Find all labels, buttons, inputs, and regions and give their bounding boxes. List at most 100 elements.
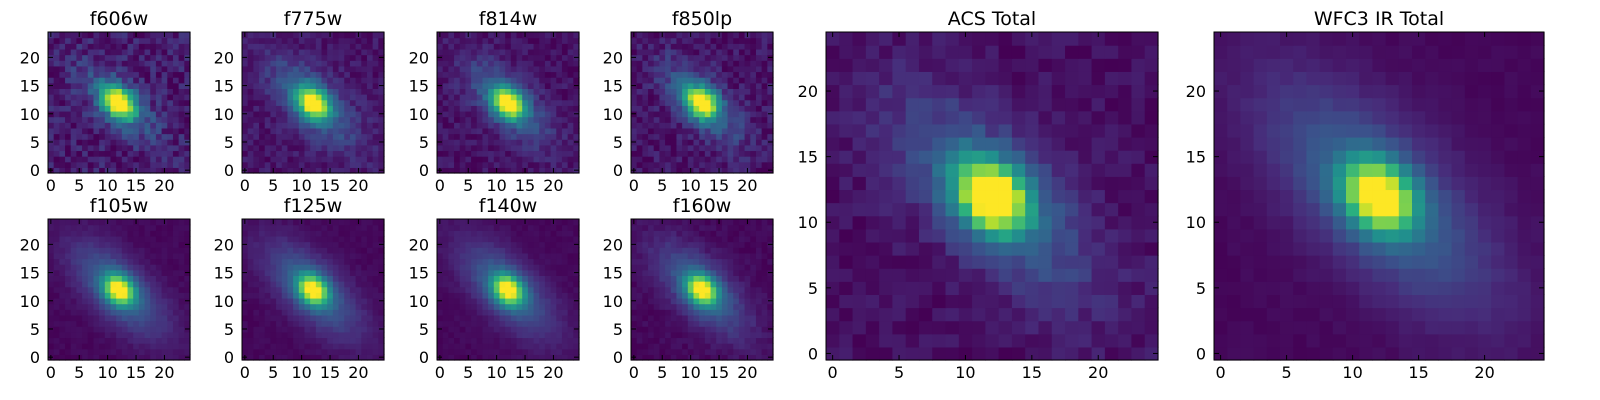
heatmap-cell — [693, 343, 700, 350]
heatmap-cell — [281, 82, 289, 89]
heatmap-cell — [144, 48, 151, 56]
heatmap-cell — [121, 94, 129, 101]
heatmap-cell — [70, 275, 77, 282]
heatmap-cell — [264, 156, 271, 163]
heatmap-cell — [310, 110, 317, 118]
heatmap-cell — [665, 60, 672, 67]
heatmap-cell — [338, 252, 345, 260]
heatmap-cell — [53, 48, 60, 56]
heatmap-cell — [344, 88, 351, 95]
heatmap-cell — [704, 94, 712, 101]
heatmap-cell — [144, 281, 151, 288]
heatmap-cell — [448, 281, 455, 288]
heatmap-cell — [172, 343, 180, 350]
heatmap-cell — [48, 161, 55, 168]
heatmap-cell — [264, 303, 271, 310]
heatmap-cell — [539, 303, 546, 310]
heatmap-cell — [121, 348, 129, 355]
heatmap-cell — [471, 286, 478, 293]
heatmap-cell — [315, 110, 323, 118]
heatmap-cell — [355, 343, 362, 350]
heatmap-cell — [665, 303, 672, 310]
heatmap-cell — [138, 275, 146, 282]
y-tick-label: 0 — [419, 161, 429, 180]
heatmap-cell — [127, 77, 134, 84]
heatmap-cell — [476, 314, 484, 322]
heatmap-cell — [327, 320, 334, 327]
heatmap-cell — [556, 219, 563, 226]
heatmap-cell — [127, 269, 134, 276]
axes-frame — [436, 31, 580, 174]
x-tick-label: 5 — [74, 363, 84, 382]
heatmap-cell — [281, 275, 289, 282]
heatmap-cell — [488, 219, 495, 226]
heatmap-cell — [721, 82, 729, 89]
heatmap-cell — [133, 275, 140, 282]
heatmap-cell — [53, 37, 60, 44]
heatmap-cell — [659, 309, 666, 316]
heatmap-cell — [544, 320, 552, 327]
heatmap-cell — [361, 219, 368, 226]
heatmap-cell — [172, 82, 180, 89]
heatmap-cell — [459, 54, 466, 61]
heatmap-cell — [682, 144, 689, 152]
heatmap-cell — [338, 139, 345, 146]
heatmap-cell — [293, 275, 300, 282]
heatmap-cell — [82, 88, 89, 95]
heatmap-cell — [488, 88, 495, 95]
heatmap-cell — [699, 292, 706, 299]
heatmap-cell — [87, 348, 95, 355]
heatmap-cell — [82, 320, 89, 327]
heatmap-cell — [70, 82, 77, 89]
heatmap-cell — [264, 292, 271, 299]
heatmap-cell — [332, 150, 340, 157]
heatmap-cell — [281, 314, 289, 322]
heatmap-cell — [65, 303, 72, 310]
heatmap-cell — [699, 71, 706, 78]
heatmap-cell — [459, 127, 466, 135]
heatmap-cell — [471, 281, 478, 288]
heatmap-cell — [270, 99, 277, 106]
heatmap-cell — [755, 292, 763, 299]
heatmap-cell — [349, 94, 357, 101]
heatmap-cell — [499, 161, 506, 168]
heatmap-cell — [167, 43, 174, 50]
heatmap-cell — [516, 32, 523, 39]
heatmap-cell — [167, 241, 174, 248]
heatmap-cell — [454, 303, 461, 310]
heatmap-cell — [471, 264, 478, 271]
heatmap-cell — [716, 297, 723, 305]
heatmap-cell — [527, 281, 535, 288]
heatmap-cell — [437, 127, 444, 135]
heatmap-cell — [150, 264, 157, 271]
heatmap-cell — [304, 161, 311, 168]
heatmap-cell — [161, 139, 168, 146]
heatmap-cell — [287, 292, 294, 299]
heatmap-cell — [184, 60, 191, 67]
heatmap-cell — [767, 116, 774, 123]
heatmap-cell — [573, 264, 580, 271]
heatmap-cell — [471, 241, 478, 248]
heatmap-cell — [665, 77, 672, 84]
heatmap-cell — [527, 161, 535, 168]
heatmap-cell — [516, 331, 523, 339]
heatmap-cell — [65, 167, 72, 174]
heatmap-cell — [505, 331, 512, 339]
heatmap-cell — [721, 326, 729, 333]
heatmap-cell — [499, 331, 506, 339]
heatmap-cell — [471, 247, 478, 254]
heatmap-cell — [338, 116, 345, 123]
heatmap-cell — [82, 337, 89, 344]
heatmap-cell — [172, 235, 180, 243]
heatmap-cell — [755, 48, 763, 56]
heatmap-cell — [733, 133, 740, 140]
heatmap-cell — [298, 224, 306, 231]
heatmap-cell — [738, 32, 746, 39]
heatmap-cell — [287, 94, 294, 101]
heatmap-cell — [321, 264, 328, 271]
heatmap-cell — [448, 37, 455, 44]
heatmap-cell — [276, 269, 283, 276]
heatmap-cell — [287, 348, 294, 355]
heatmap-cell — [556, 247, 563, 254]
heatmap-cell — [155, 275, 163, 282]
